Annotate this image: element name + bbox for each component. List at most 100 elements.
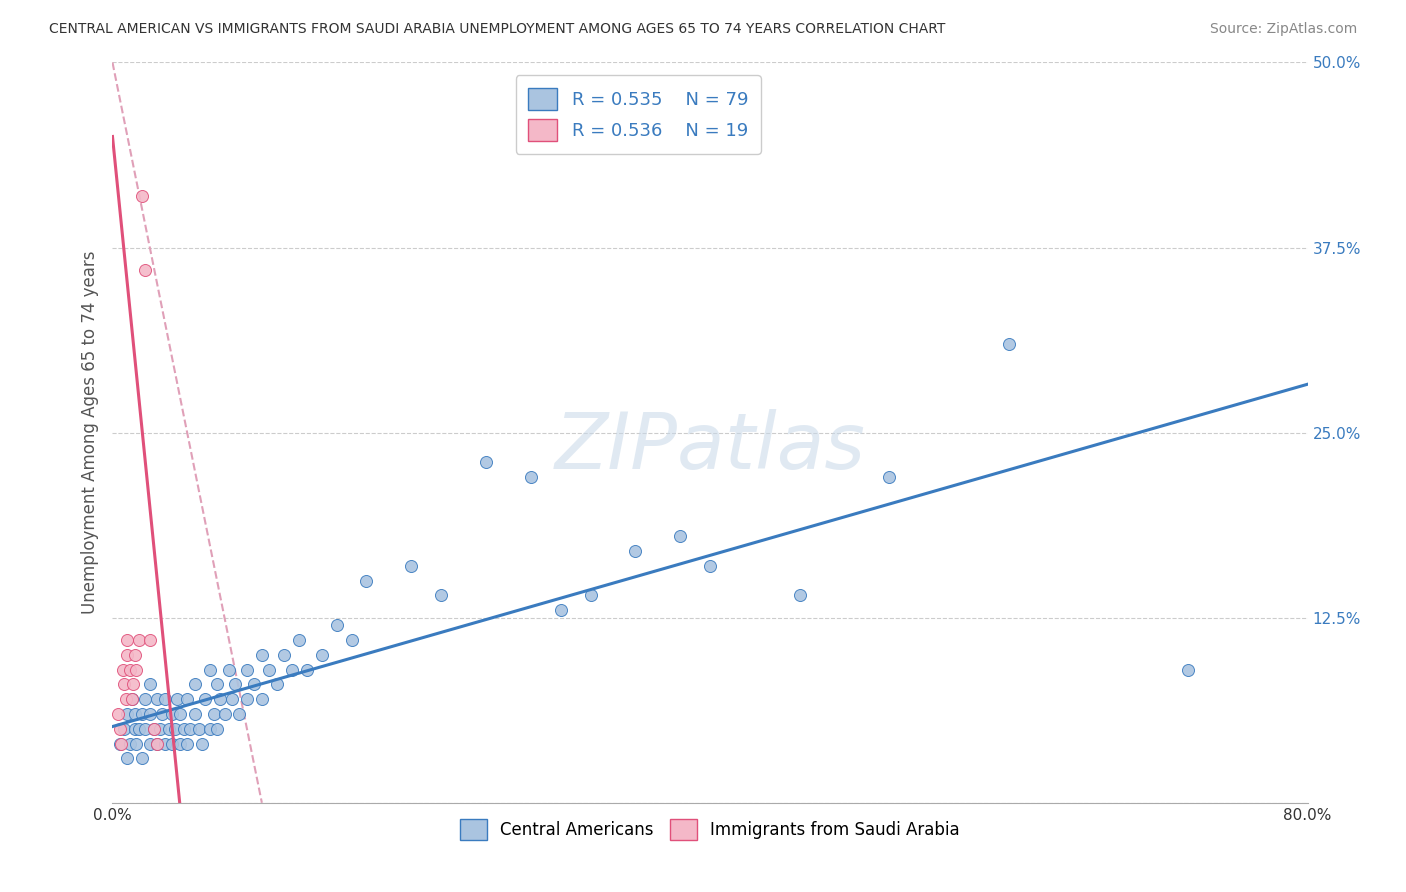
Point [624,544,647,558]
Point [157,722,180,736]
Point [243,677,266,691]
Point [139,706,162,721]
Point [188,722,211,736]
Point [153,692,176,706]
Point [117,706,139,721]
Point [325,618,347,632]
Point [134,722,156,736]
Point [209,692,232,706]
Point [150,706,173,721]
Point [699,558,721,573]
Point [221,692,243,706]
Point [134,262,156,277]
Point [183,677,205,691]
Point [401,558,423,573]
Point [236,663,259,677]
Point [149,722,172,736]
Point [139,737,162,751]
Point [111,663,134,677]
Point [176,692,198,706]
Point [143,722,166,736]
Point [143,722,166,736]
Point [131,751,153,765]
Point [124,706,146,721]
Point [202,706,225,721]
Point [117,632,139,647]
Point [128,722,150,736]
Point [117,751,139,765]
Point [998,336,1021,351]
Point [125,663,148,677]
Point [311,648,333,662]
Point [117,648,139,662]
Point [108,722,131,736]
Point [259,663,281,677]
Point [475,455,498,469]
Legend: Central Americans, Immigrants from Saudi Arabia: Central Americans, Immigrants from Saudi… [454,813,966,847]
Point [169,706,191,721]
Point [273,648,295,662]
Text: Source: ZipAtlas.com: Source: ZipAtlas.com [1209,22,1357,37]
Point [169,737,191,751]
Point [198,663,221,677]
Point [120,737,142,751]
Point [107,706,129,721]
Point [281,663,304,677]
Point [266,677,288,691]
Point [789,589,811,603]
Point [250,648,273,662]
Point [250,692,273,706]
Point [214,706,236,721]
Point [162,706,183,721]
Point [114,722,135,736]
Point [146,737,169,751]
Text: CENTRAL AMERICAN VS IMMIGRANTS FROM SAUDI ARABIA UNEMPLOYMENT AMONG AGES 65 TO 7: CENTRAL AMERICAN VS IMMIGRANTS FROM SAUD… [49,22,946,37]
Point [179,722,201,736]
Point [218,663,240,677]
Point [191,737,214,751]
Point [228,706,250,721]
Point [124,648,146,662]
Point [194,692,217,706]
Point [162,737,183,751]
Point [173,722,195,736]
Point [139,632,162,647]
Point [146,737,169,751]
Point [121,692,143,706]
Point [340,632,363,647]
Point [198,722,221,736]
Point [550,603,572,617]
Point [356,574,378,588]
Point [176,737,198,751]
Point [108,737,131,751]
Point [1177,663,1199,677]
Point [430,589,453,603]
Point [134,692,156,706]
Point [183,706,205,721]
Point [110,737,132,751]
Point [205,722,228,736]
Point [120,663,142,677]
Point [879,470,901,484]
Point [166,692,188,706]
Point [131,706,153,721]
Point [153,737,176,751]
Point [124,722,146,736]
Point [125,737,148,751]
Y-axis label: Unemployment Among Ages 65 to 74 years: Unemployment Among Ages 65 to 74 years [80,251,98,615]
Point [146,692,169,706]
Point [122,677,145,691]
Point [236,692,259,706]
Text: ZIPatlas: ZIPatlas [554,409,866,485]
Point [224,677,246,691]
Point [520,470,543,484]
Point [128,632,150,647]
Point [121,692,143,706]
Point [115,692,138,706]
Point [295,663,318,677]
Point [669,529,692,543]
Point [579,589,602,603]
Point [205,677,228,691]
Point [165,722,187,736]
Point [288,632,311,647]
